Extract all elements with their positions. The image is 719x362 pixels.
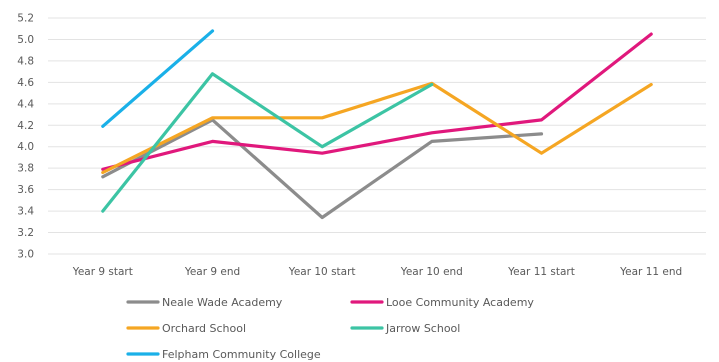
x-tick-label: Year 11 end: [619, 266, 682, 278]
y-tick-label: 3.6: [17, 184, 34, 196]
x-tick-label: Year 10 start: [288, 266, 356, 278]
series-line-jarrow-school: [101, 72, 434, 213]
y-tick-label: 3.8: [17, 163, 34, 175]
series-line-felpham-community-college: [101, 29, 215, 128]
legend: Neale Wade Academy Looe Community Academy…: [126, 296, 534, 361]
x-tick-label: Year 9 start: [72, 266, 133, 278]
x-tick-label: Year 10 end: [400, 266, 463, 278]
legend-label-orchard-school: Orchard School: [162, 322, 246, 335]
series-line-neale-wade-academy: [101, 118, 544, 220]
y-tick-label: 3.0: [17, 249, 34, 261]
legend-label-felpham-community-college: Felpham Community College: [162, 348, 321, 361]
y-tick-label: 5.2: [17, 13, 34, 25]
y-tick-label: 4.2: [17, 120, 34, 132]
series-line-orchard-school: [101, 81, 653, 175]
grid-lines: [48, 17, 706, 255]
y-tick-label: 3.2: [17, 227, 34, 239]
series-line-looe-community-academy: [101, 32, 653, 171]
y-tick-label: 4.8: [17, 55, 34, 67]
x-tick-label: Year 11 start: [507, 266, 575, 278]
legend-label-neale-wade-academy: Neale Wade Academy: [162, 296, 283, 309]
y-tick-label: 3.4: [17, 206, 34, 218]
legend-label-looe-community-academy: Looe Community Academy: [386, 296, 534, 309]
y-tick-label: 4.4: [17, 98, 34, 110]
x-tick-label: Year 9 end: [184, 266, 240, 278]
y-axis-ticks: 3.0 3.2 3.4 3.6 3.8 4.0 4.2 4.4 4.6 4.8 5.0 5.2: [17, 13, 34, 261]
y-tick-label: 4.0: [17, 141, 34, 153]
y-tick-label: 4.6: [17, 77, 34, 89]
x-axis-ticks: Year 9 start Year 9 end Year 10 start Year …: [72, 266, 682, 278]
legend-label-jarrow-school: Jarrow School: [385, 322, 460, 335]
y-tick-label: 5.0: [17, 34, 34, 46]
series-lines: [101, 29, 653, 220]
